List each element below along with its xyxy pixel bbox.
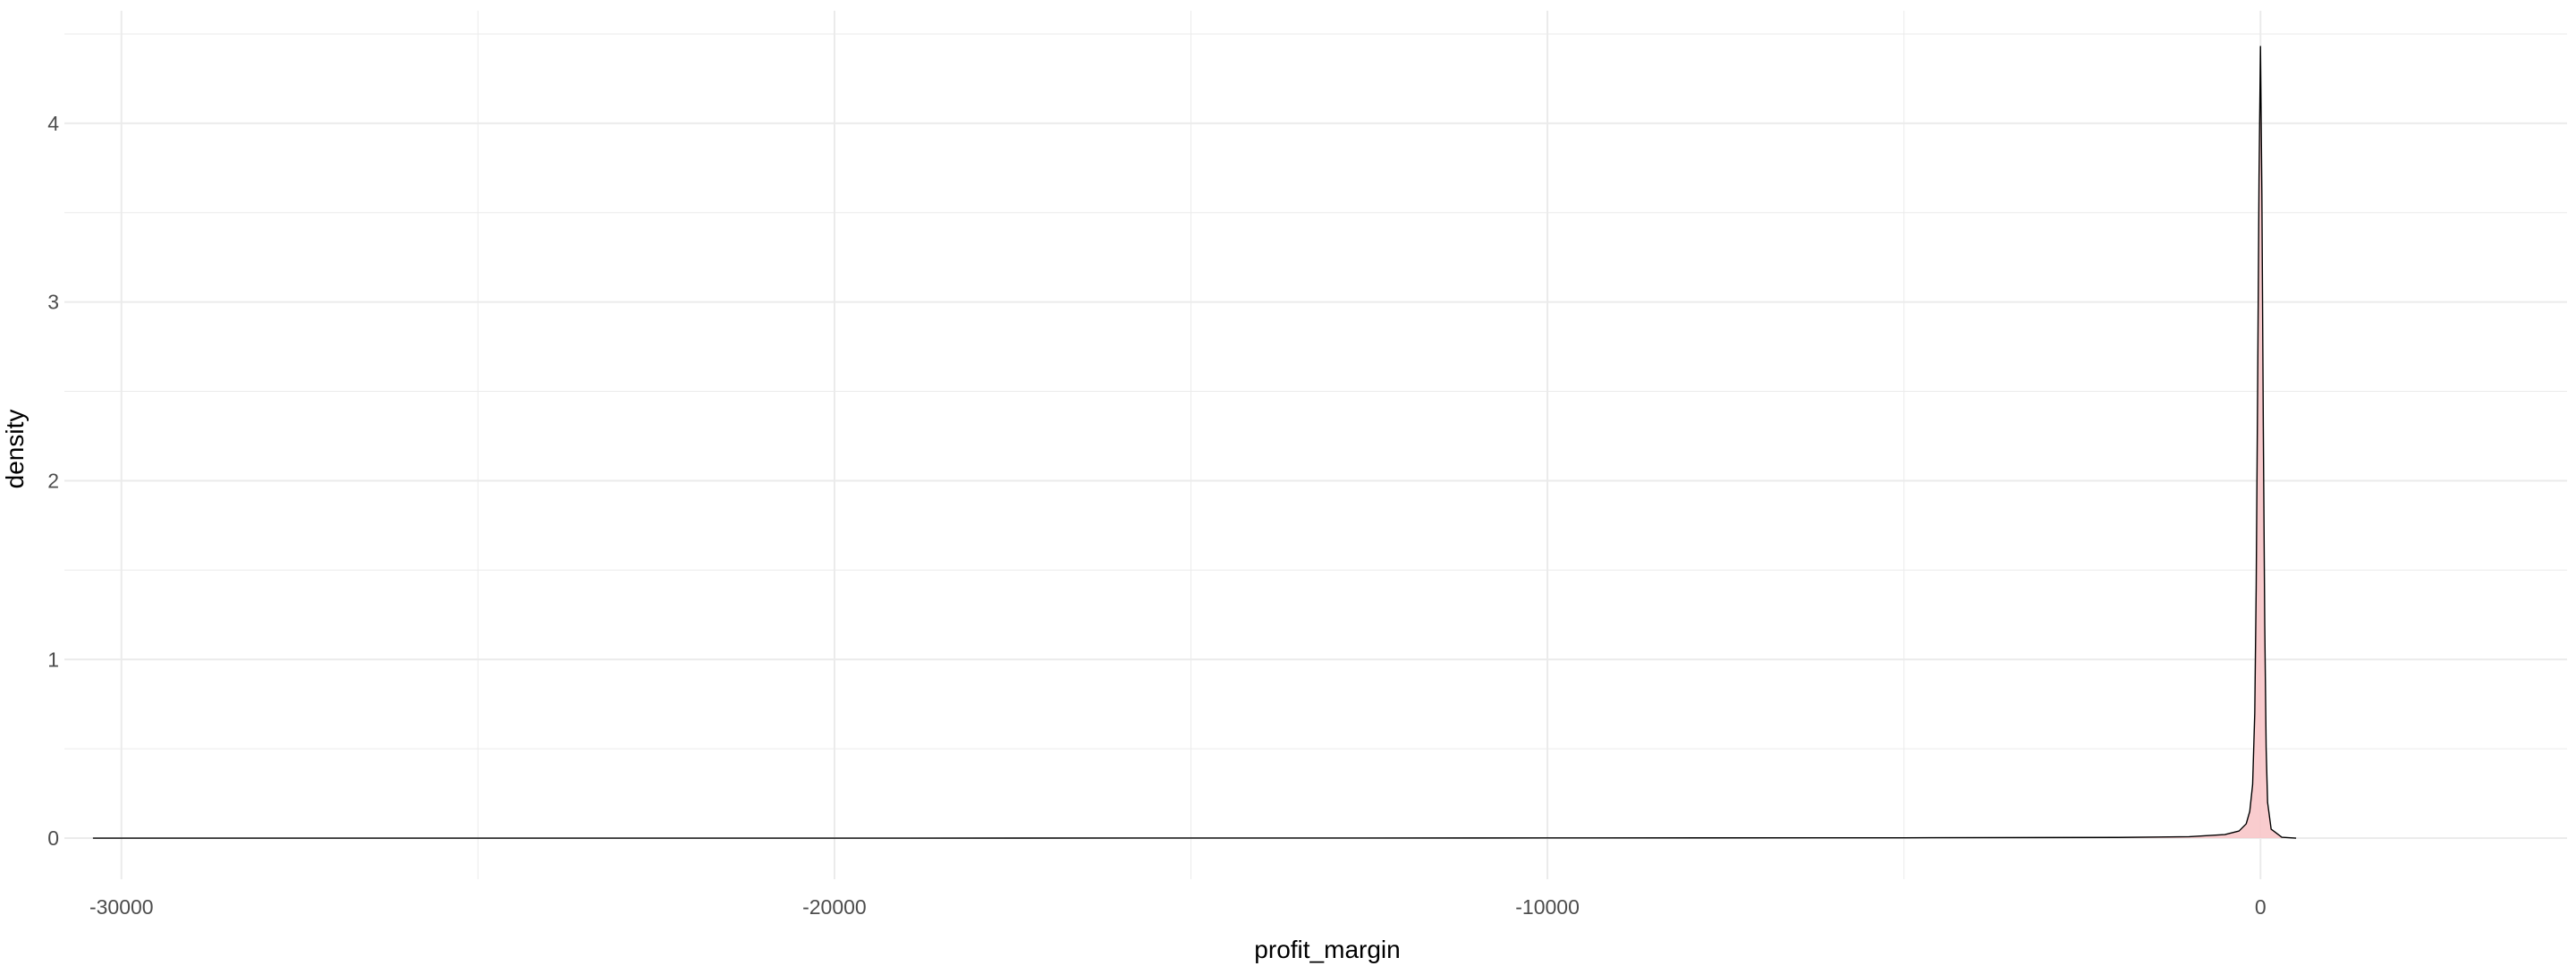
y-tick-label: 3 [47, 291, 59, 314]
x-axis-ticks: -30000 -20000 -10000 0 [89, 895, 2267, 919]
y-tick-label: 2 [47, 469, 59, 492]
density-area [92, 46, 2297, 839]
x-tick-label: 0 [2255, 895, 2267, 919]
y-tick-label: 4 [47, 112, 59, 135]
y-axis-ticks: 0 1 2 3 4 [47, 112, 59, 850]
y-axis-title: density [1, 410, 29, 489]
x-axis-title: profit_margin [1254, 936, 1400, 963]
density-line [92, 46, 2297, 839]
minor-gridlines [64, 11, 2567, 879]
y-tick-label: 1 [47, 648, 59, 671]
x-tick-label: -30000 [89, 895, 154, 919]
density-series [92, 46, 2297, 839]
x-tick-label: -20000 [802, 895, 867, 919]
y-tick-label: 0 [47, 826, 59, 850]
x-tick-label: -10000 [1515, 895, 1580, 919]
